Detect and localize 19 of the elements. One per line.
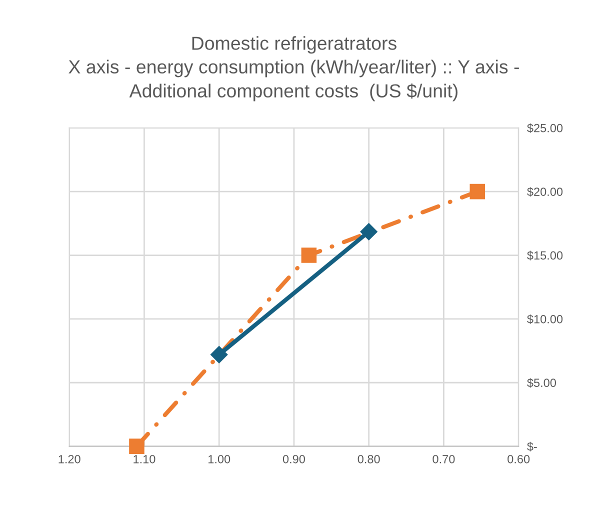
y-tick-label: $15.00 xyxy=(527,250,563,260)
y-tick-label: $- xyxy=(527,442,537,452)
x-tick-label: 0.70 xyxy=(432,454,455,464)
x-tick-label: 1.10 xyxy=(134,454,156,464)
x-tick-label: 0.90 xyxy=(282,454,305,464)
point xyxy=(301,248,317,263)
chart-title: Domestic refrigeratrators X axis - energy consumption (kWh/year/liter) :: Y axis - Additional component costs (US $/unit) xyxy=(68,36,519,102)
y-tick-label: $5.00 xyxy=(527,378,556,388)
x-tick-label: 1.20 xyxy=(58,454,80,464)
x-tick-label: 0.60 xyxy=(508,454,530,464)
point xyxy=(360,223,378,240)
point xyxy=(210,346,228,364)
x-tick-label: 0.80 xyxy=(358,454,380,464)
point xyxy=(129,438,144,454)
y-tick-label: $25.00 xyxy=(527,123,563,133)
y-tick-label: $10.00 xyxy=(527,314,563,324)
x-tick-label: 1.00 xyxy=(208,454,230,464)
y-tick-label: $20.00 xyxy=(527,187,563,197)
point xyxy=(470,184,486,200)
